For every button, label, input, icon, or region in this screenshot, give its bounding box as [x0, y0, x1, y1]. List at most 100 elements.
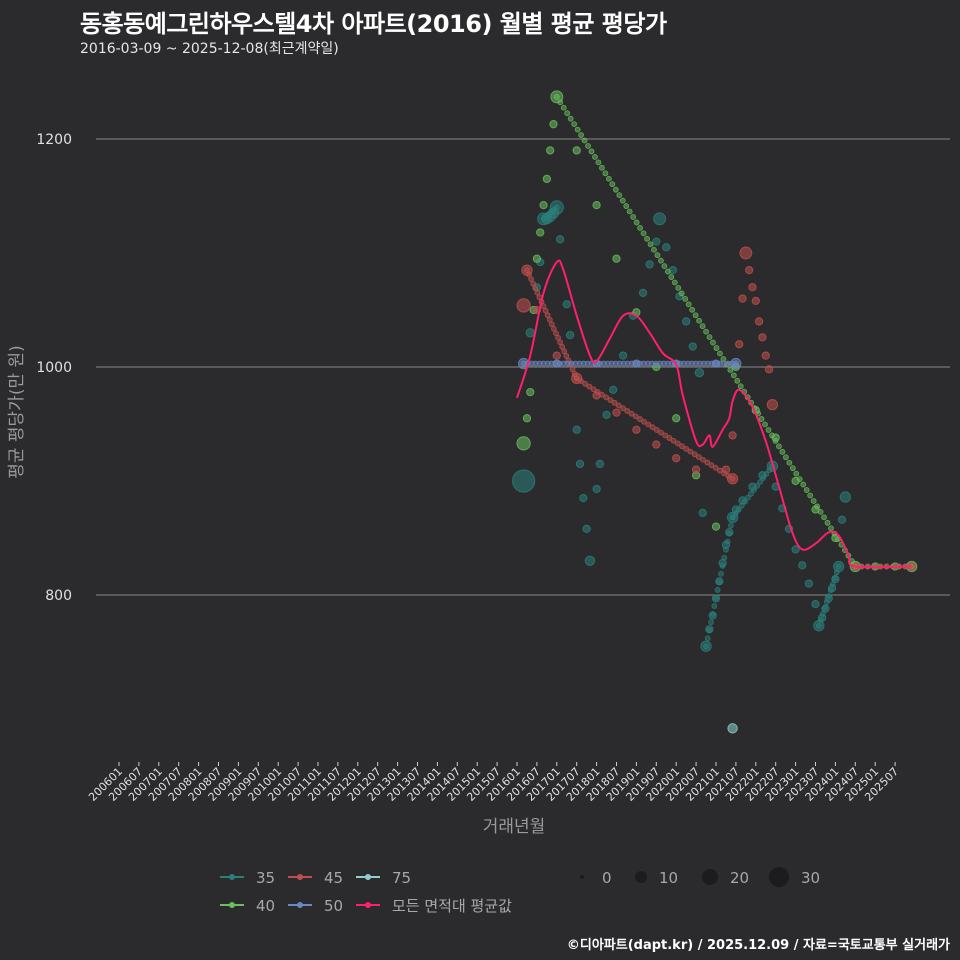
data-point [546, 146, 555, 155]
footer-credit: ©디아파트(dapt.kr) / 2025.12.09 / 자료=국토교통부 실… [566, 938, 950, 953]
data-point [539, 200, 548, 210]
data-point [572, 425, 581, 434]
data-point [536, 228, 545, 237]
data-point [754, 317, 764, 326]
data-point [592, 484, 601, 494]
data-point [552, 351, 561, 360]
data-point [791, 545, 800, 554]
legend-label: 50 [324, 897, 343, 915]
trend-dots [540, 204, 560, 222]
data-point [804, 579, 814, 588]
data-point [516, 436, 531, 451]
x-axis: 2006012006072007012007072008012008072009… [86, 762, 901, 804]
data-point [572, 146, 581, 155]
data-point [758, 333, 767, 342]
data-series [512, 90, 918, 734]
data-point [618, 351, 628, 360]
average-line [516, 259, 912, 569]
data-point [728, 431, 737, 440]
x-axis-title: 거래년월 [483, 817, 546, 837]
legend: 35 45 75 40 50 모든 면적대 평균값 0 10 20 30 [220, 867, 820, 915]
trend-dots [573, 375, 736, 482]
legend-label: 모든 면적대 평균값 [392, 897, 512, 915]
data-point [549, 120, 558, 129]
legend-size-label: 0 [602, 869, 612, 887]
data-point [682, 317, 691, 326]
data-point [595, 459, 605, 469]
data-point [526, 387, 535, 397]
data-point [584, 555, 596, 566]
data-point [582, 524, 591, 534]
legend-size-10: 10 [635, 869, 678, 887]
y-axis: 800 1000 1200 [36, 132, 100, 604]
average-price-line [516, 259, 912, 569]
y-tick-label: 1000 [36, 360, 72, 376]
data-point [748, 283, 757, 292]
y-axis-title: 평균 평당가(만 원) [7, 345, 27, 479]
data-point [711, 522, 721, 531]
data-point [751, 296, 760, 306]
data-point [512, 469, 536, 493]
data-point [811, 599, 820, 609]
trend-dots [520, 360, 739, 367]
legend-item-모든 면적대 평균값: 모든 면적대 평균값 [356, 897, 512, 915]
trend-dots [703, 514, 736, 650]
data-point [652, 440, 661, 449]
data-point [691, 465, 701, 474]
data-point [579, 493, 588, 503]
data-point [745, 265, 754, 275]
data-point [532, 254, 542, 263]
data-point [694, 368, 705, 378]
data-point [612, 254, 621, 263]
legend-label: 75 [392, 869, 411, 887]
data-point [766, 398, 779, 411]
trend-dots [815, 563, 842, 629]
data-point [672, 454, 681, 463]
legend-item-45: 45 [288, 869, 343, 887]
series-75 [727, 723, 738, 734]
trend-dots [729, 463, 776, 521]
data-point [612, 408, 621, 417]
y-tick-label: 800 [45, 588, 72, 604]
data-point [761, 351, 770, 360]
data-point [575, 459, 585, 469]
y-tick-label: 1200 [36, 132, 72, 148]
data-point [522, 414, 532, 423]
legend-label: 35 [256, 869, 275, 887]
legend-size-0: 0 [580, 869, 612, 887]
legend-size-20: 20 [702, 869, 749, 887]
data-point [645, 260, 654, 269]
data-point [672, 414, 681, 423]
series-45 [516, 246, 916, 571]
data-point [739, 246, 753, 260]
data-point [632, 425, 641, 434]
data-point [652, 237, 661, 246]
legend-item-50: 50 [288, 897, 343, 915]
data-point [738, 294, 747, 303]
legend-size-30: 30 [769, 867, 820, 887]
data-point [735, 340, 744, 349]
legend-size-label: 30 [801, 869, 820, 887]
data-point [516, 298, 531, 313]
legend-label: 40 [256, 897, 275, 915]
legend-item-35: 35 [220, 869, 275, 887]
legend-item-40: 40 [220, 897, 275, 915]
data-point [592, 200, 601, 210]
trend-dots [553, 93, 859, 570]
data-point [653, 212, 667, 226]
data-point [698, 508, 707, 518]
data-point [798, 561, 807, 570]
chart-subtitle: 2016-03-09 ~ 2025-12-08(최근계약일) [80, 41, 339, 57]
data-point [565, 330, 575, 340]
data-point [764, 365, 774, 374]
data-point [837, 515, 847, 524]
chart-title: 동홍동예그린하우스텔4차 아파트(2016) 월별 평균 평당가 [80, 10, 667, 38]
data-point [525, 328, 535, 338]
data-point [662, 243, 671, 252]
data-point [688, 342, 697, 351]
legend-item-75: 75 [356, 869, 411, 887]
data-point [562, 300, 571, 309]
series-40 [516, 90, 918, 573]
data-point [609, 385, 618, 394]
